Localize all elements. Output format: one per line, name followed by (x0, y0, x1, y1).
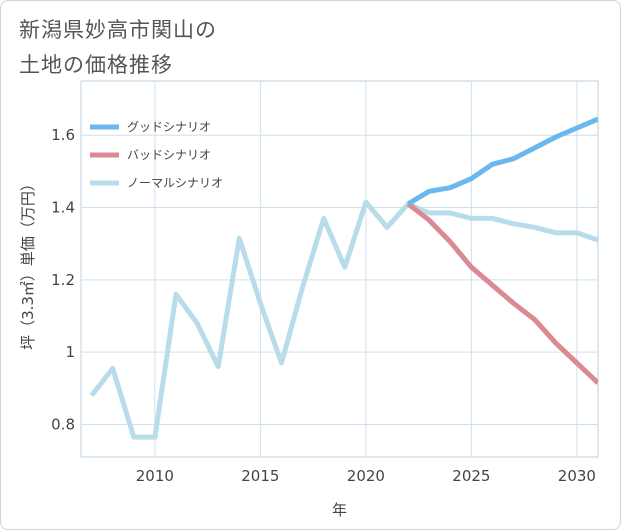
y-tick-label: 1.4 (51, 199, 75, 217)
plot-frame (80, 80, 599, 458)
series-line-0 (406, 116, 598, 207)
legend-label: ノーマルシナリオ (127, 176, 223, 190)
y-tick-label: 1.2 (51, 271, 75, 289)
y-tick-label: 1.6 (51, 126, 75, 144)
axis-ticks: 2010 2015 2020 2025 2030 0.8 1 1.2 1.4 1.6 (51, 126, 596, 485)
x-tick-label: 2025 (452, 467, 490, 485)
x-tick-label: 2015 (241, 467, 279, 485)
x-tick-label: 2030 (558, 467, 596, 485)
legend-label: グッドシナリオ (127, 120, 211, 134)
chart-title: 新潟県妙高市関山の 土地の価格推移 (19, 18, 217, 77)
y-tick-label: 0.8 (51, 415, 75, 433)
y-tick-label: 1 (65, 343, 75, 361)
series-line-1 (406, 201, 598, 385)
x-tick-label: 2020 (347, 467, 385, 485)
x-tick-label: 2010 (136, 467, 174, 485)
legend-label: バッドシナリオ (127, 148, 211, 162)
series-lines (89, 116, 598, 440)
series-line-2 (89, 199, 598, 440)
y-axis-title: 坪（3.3㎡）単価（万円） (19, 176, 37, 350)
x-axis-title: 年 (332, 501, 347, 519)
